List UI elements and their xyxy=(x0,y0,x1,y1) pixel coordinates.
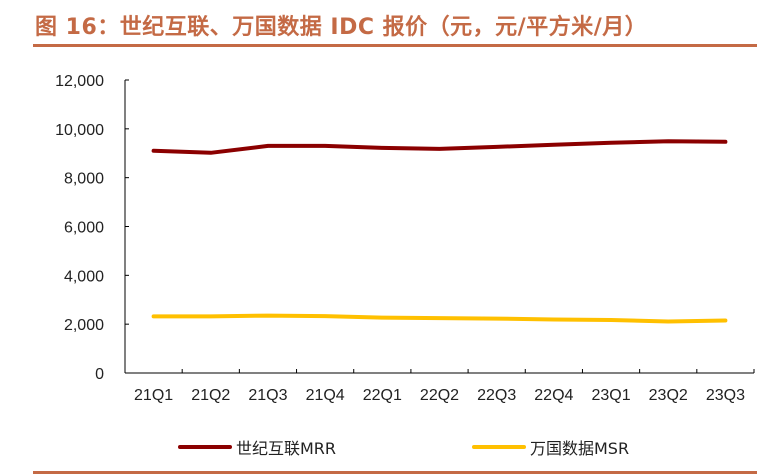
x-tick-label: 22Q1 xyxy=(363,387,402,404)
x-tick-label: 21Q3 xyxy=(248,387,287,404)
bottom-divider xyxy=(33,471,757,474)
legend-swatch-msr xyxy=(472,445,526,449)
legend-swatch-mrr xyxy=(178,445,232,449)
title-divider xyxy=(33,44,757,47)
legend-label-mrr: 世纪互联MRR xyxy=(236,439,337,458)
x-tick-label: 21Q2 xyxy=(191,387,230,404)
x-tick-label: 23Q3 xyxy=(706,387,745,404)
legend-label-msr: 万国数据MSR xyxy=(530,439,630,458)
y-tick-label: 6,000 xyxy=(64,220,104,237)
x-axis: 21Q1 21Q2 21Q3 21Q4 22Q1 22Q2 22Q3 22Q4 23Q1 23Q2… xyxy=(125,369,755,404)
x-tick-label: 23Q2 xyxy=(649,387,688,404)
x-tick-label: 22Q2 xyxy=(420,387,459,404)
series-line-mrr xyxy=(151,139,728,155)
legend-item-msr: 万国数据MSR xyxy=(472,436,629,458)
series-line-msr xyxy=(151,313,728,324)
figure-title: 图 16：世纪互联、万国数据 IDC 报价（元，元/平方米/月） xyxy=(35,15,648,40)
y-tick-label: 2,000 xyxy=(64,317,104,334)
y-tick-label: 12,000 xyxy=(55,73,104,90)
legend-item-mrr: 世纪互联MRR xyxy=(178,436,336,458)
y-tick-label: 10,000 xyxy=(55,122,104,139)
y-tick-label: 0 xyxy=(95,366,104,383)
y-tick-label: 8,000 xyxy=(64,171,104,188)
x-tick-label: 22Q3 xyxy=(477,387,516,404)
x-tick-label: 23Q1 xyxy=(591,387,630,404)
x-tick-label: 21Q1 xyxy=(134,387,173,404)
x-tick-label: 21Q4 xyxy=(306,387,345,404)
y-axis: 0 2,000 4,000 6,000 8,000 10,000 12,000 xyxy=(55,73,129,383)
y-tick-label: 4,000 xyxy=(64,268,104,285)
series-layer xyxy=(151,139,728,324)
x-tick-label: 22Q4 xyxy=(534,387,573,404)
